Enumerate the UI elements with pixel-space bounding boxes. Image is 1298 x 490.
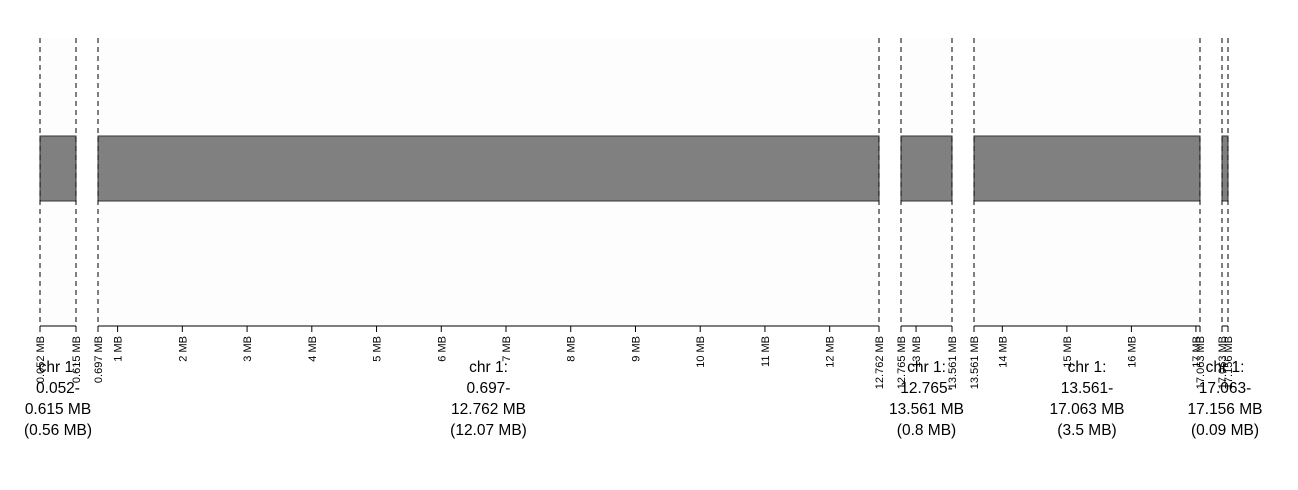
segment-label-line: (0.09 MB) bbox=[1191, 422, 1259, 439]
segment-label: chr 1: 0.052- 0.615 MB (0.56 MB) bbox=[24, 359, 92, 439]
segment-label-line: 13.561- bbox=[1061, 380, 1114, 397]
segment-label: chr 1: 13.561- 17.063 MB (3.5 MB) bbox=[1050, 359, 1125, 439]
segment-start-tick-label: 17.063 MB bbox=[1217, 336, 1229, 389]
segment-label-line: chr 1: bbox=[907, 359, 946, 376]
segment-bar bbox=[1221, 135, 1229, 202]
axis-tick-label: 2 MB bbox=[177, 336, 189, 362]
axis-tick-label: 17 MB bbox=[1191, 336, 1203, 368]
segment-label-line: chr 1: bbox=[469, 359, 508, 376]
axis-tick-label: 6 MB bbox=[436, 336, 448, 362]
segment-start-tick-label: 13.561 MB bbox=[969, 336, 981, 389]
segment-label-line: chr 1: bbox=[1068, 359, 1107, 376]
axis-tick-label: 14 MB bbox=[997, 336, 1009, 368]
segment-label-line: 0.052- bbox=[36, 380, 80, 397]
segment-label-line: 0.615 MB bbox=[25, 401, 91, 418]
segment-label-line: 12.762 MB bbox=[451, 401, 526, 418]
segment-label: chr 1: 12.765- 13.561 MB (0.8 MB) bbox=[889, 359, 964, 439]
axis-tick-label: 1 MB bbox=[113, 336, 125, 362]
segment-bar bbox=[973, 135, 1201, 202]
segment-label-line: chr 1: bbox=[39, 359, 78, 376]
segment-label-line: 17.063 MB bbox=[1050, 401, 1125, 418]
segment-labels-layer: chr 1: 0.052- 0.615 MB (0.56 MB) chr 1: 0.697… bbox=[24, 359, 1263, 439]
axis-tick-label: 8 MB bbox=[566, 336, 578, 362]
segment-end-tick-label: 17.156 MB bbox=[1223, 336, 1235, 389]
segment-bar bbox=[39, 135, 77, 202]
segment-end-tick-label: 13.561 MB bbox=[947, 336, 959, 389]
segment-label: chr 1: 0.697- 12.762 MB (12.07 MB) bbox=[450, 359, 527, 439]
segment-label-line: chr 1: bbox=[1206, 359, 1245, 376]
axis-tick-label: 3 MB bbox=[242, 336, 254, 362]
axis-tick-label: 5 MB bbox=[372, 336, 384, 362]
segment-label-line: 13.561 MB bbox=[889, 401, 964, 418]
segment-label-line: (0.8 MB) bbox=[897, 422, 956, 439]
segment-end-tick-label: 17.063 MB bbox=[1195, 336, 1207, 389]
segment-label-line: 0.697- bbox=[467, 380, 511, 397]
segment-label-line: 17.063- bbox=[1199, 380, 1252, 397]
axis-tick-label: 7 MB bbox=[501, 336, 513, 362]
axis-tick-label: 15 MB bbox=[1062, 336, 1074, 368]
segment-bar bbox=[900, 135, 953, 202]
axis-tick-label: 11 MB bbox=[760, 336, 772, 367]
bars-layer bbox=[39, 135, 1229, 202]
axis-layer: 0.052 MB 0.615 MB 0.697 MB 12.762 MB 1 MB 2 M… bbox=[35, 325, 1235, 389]
segment-end-tick-label: 12.762 MB bbox=[874, 336, 886, 389]
segment-label-line: (0.56 MB) bbox=[24, 422, 92, 439]
segment-label: chr 1: 17.063- 17.156 MB (0.09 MB) bbox=[1188, 359, 1263, 439]
axis-tick-label: 10 MB bbox=[695, 336, 707, 368]
segment-end-tick-label: 0.615 MB bbox=[71, 336, 83, 383]
axis-tick-label: 9 MB bbox=[630, 336, 642, 362]
boundary-lines-layer bbox=[39, 38, 1229, 326]
segment-label-line: (12.07 MB) bbox=[450, 422, 527, 439]
axis-tick-label: 4 MB bbox=[307, 336, 319, 362]
segment-label-line: 12.765- bbox=[900, 380, 953, 397]
segment-start-tick-label: 12.765 MB bbox=[896, 336, 908, 389]
segment-label-line: 17.156 MB bbox=[1188, 401, 1263, 418]
segment-start-tick-label: 0.052 MB bbox=[35, 336, 47, 383]
segment-start-tick-label: 0.697 MB bbox=[93, 336, 105, 383]
axis-tick-label: 16 MB bbox=[1126, 336, 1138, 368]
segment-label-line: (3.5 MB) bbox=[1057, 422, 1116, 439]
segment-bar bbox=[97, 135, 880, 202]
axis-tick-label: 12 MB bbox=[825, 336, 837, 368]
axis-tick-label: 13 MB bbox=[911, 336, 923, 368]
